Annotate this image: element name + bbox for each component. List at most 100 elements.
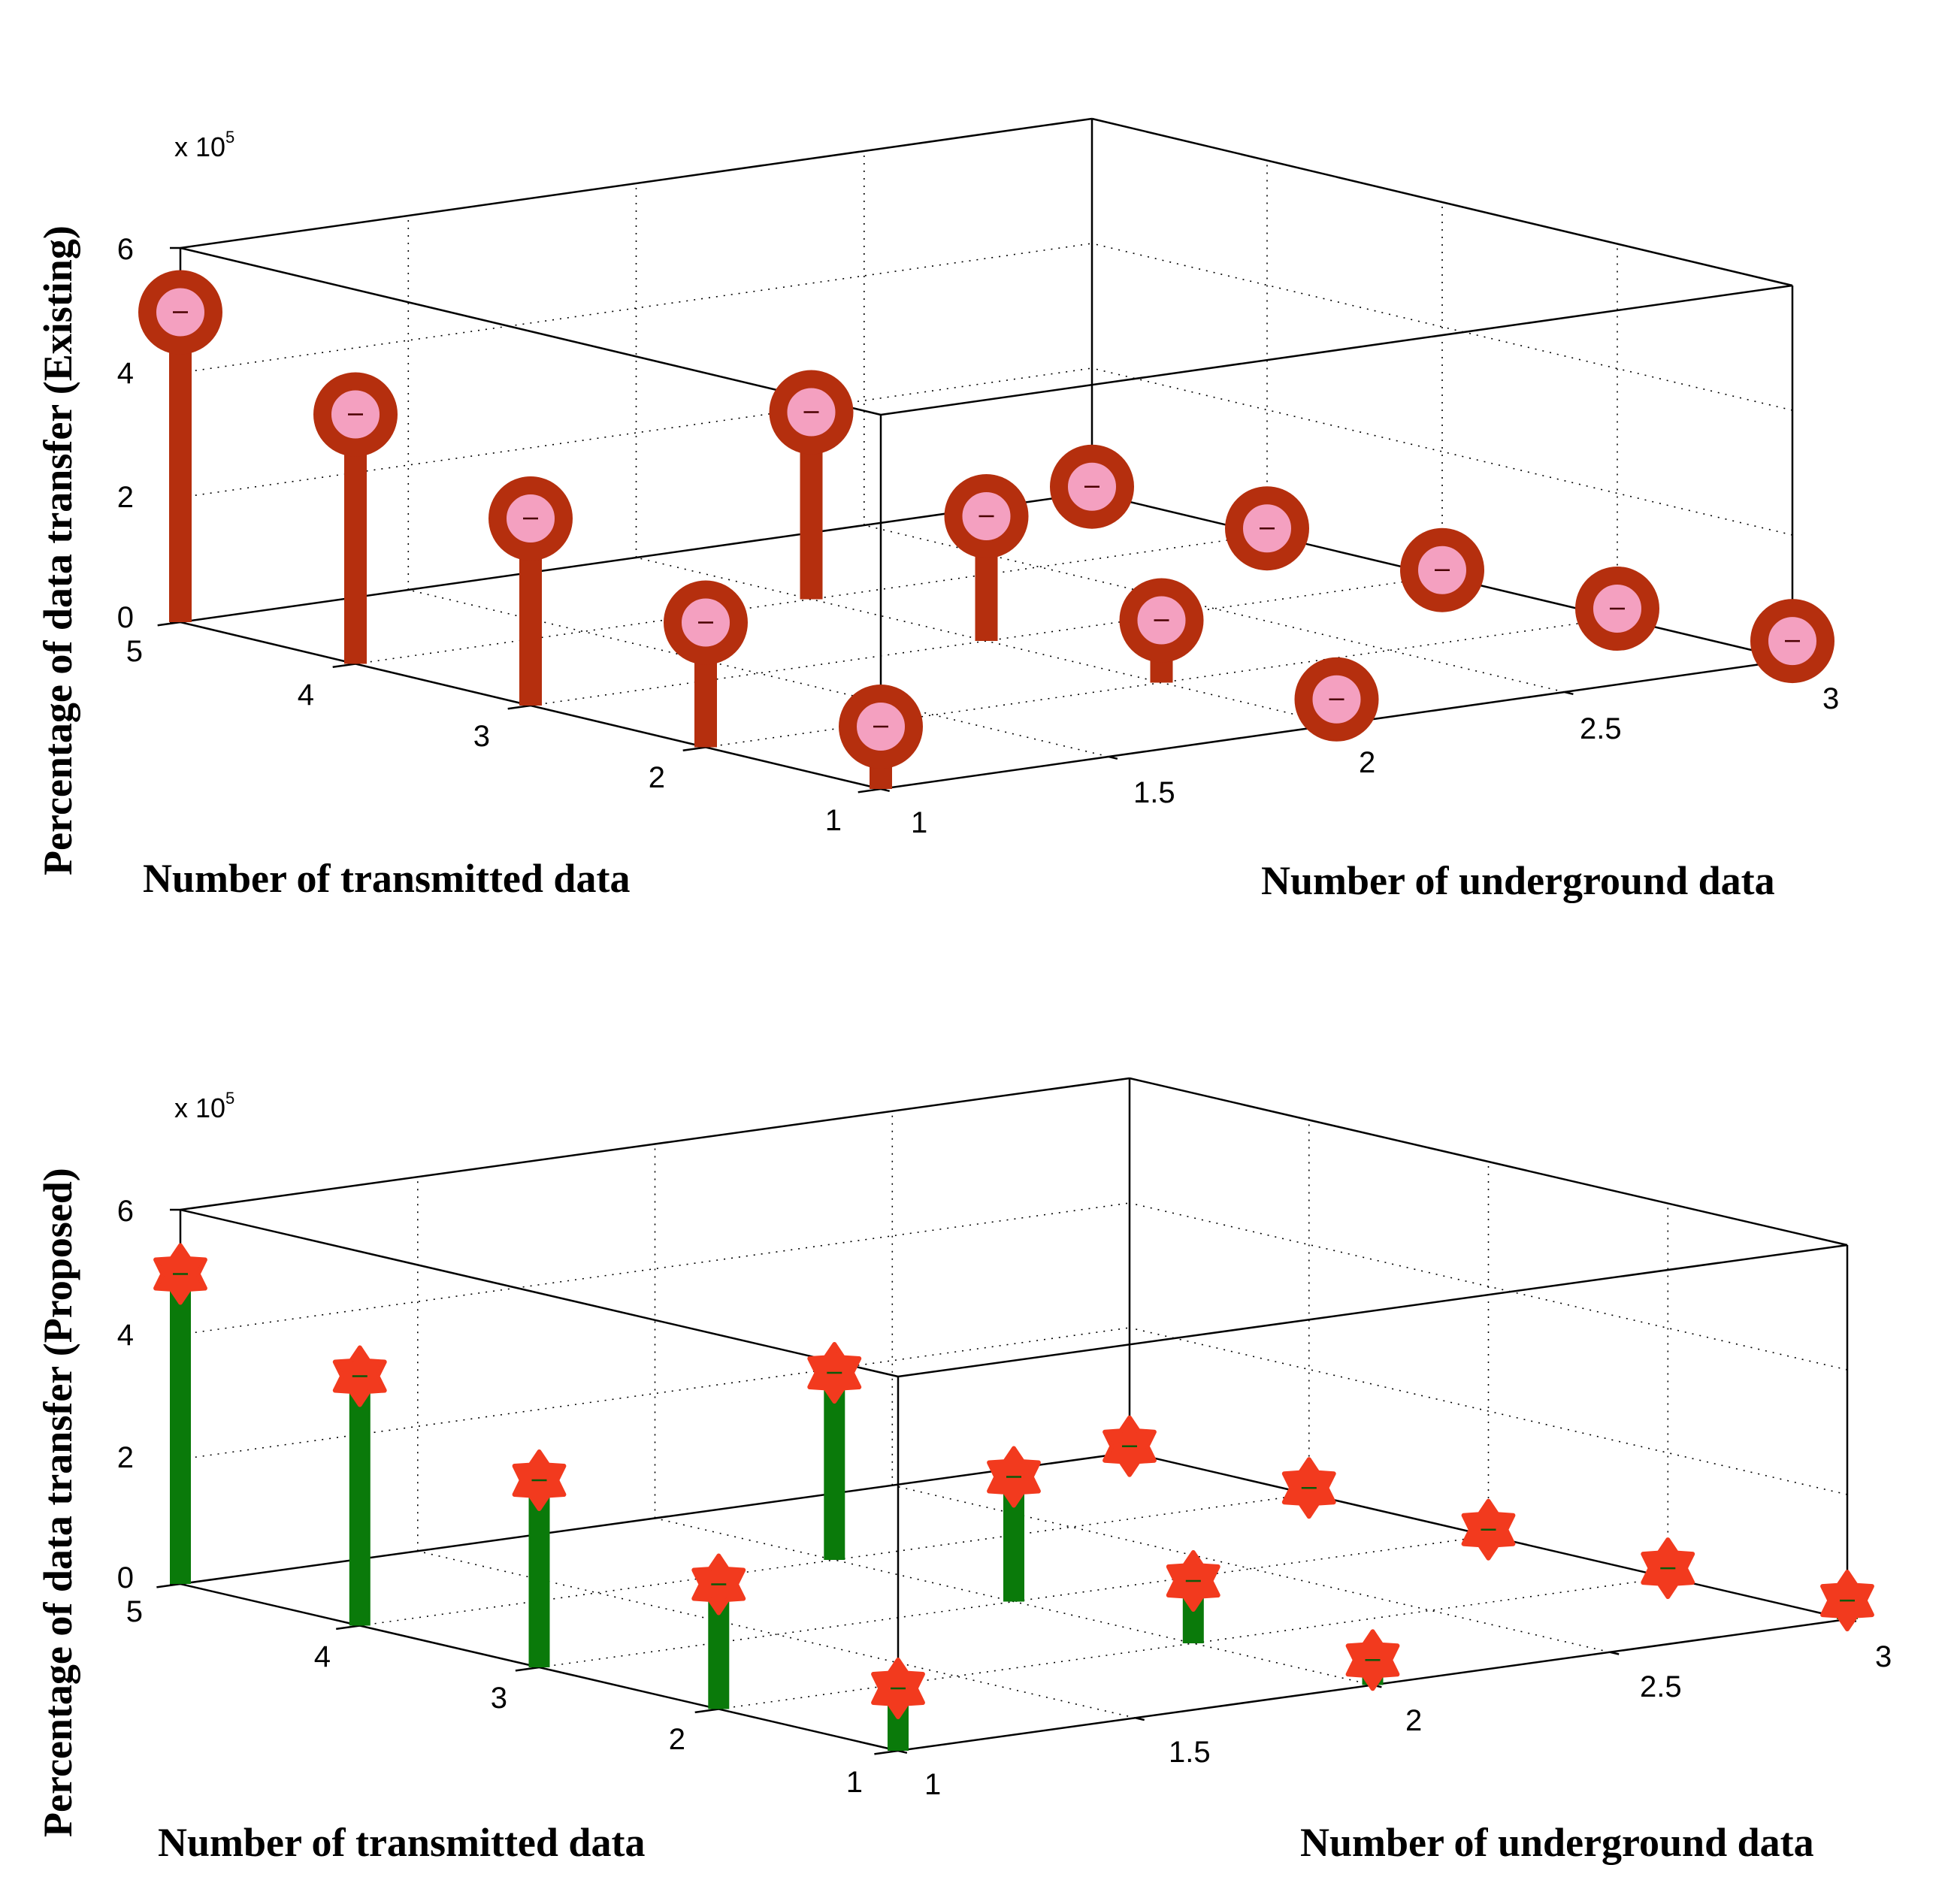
axis-edge [1091, 117, 1793, 287]
x-tick-2: 2 [649, 761, 665, 794]
grid-lines [180, 118, 1793, 790]
z-tick-2: 2 [117, 481, 134, 514]
z-tick-6: 6 [117, 233, 134, 266]
axis-edge [180, 1077, 1130, 1211]
y-axis-label: Number of underground data [1261, 858, 1775, 903]
stem-point [1166, 1550, 1220, 1643]
stem-point [1281, 1457, 1336, 1519]
stem-point [1345, 1629, 1400, 1691]
stem-point [807, 1342, 862, 1560]
z-exponent: x 105 [174, 1089, 234, 1123]
y-tick-3: 3 [1822, 682, 1839, 715]
y-tick-1-5: 1.5 [1133, 776, 1175, 809]
y-tick-2: 2 [1359, 746, 1375, 779]
z-axis-label: Percentage of data transfer (Proposed) [35, 1168, 80, 1837]
grid-line [892, 1485, 1611, 1653]
chart-existing: x 105 6 4 2 0 5 4 3 2 1 1 1.5 2 2.5 3 Nu… [35, 117, 1839, 903]
z-tick-2: 2 [117, 1441, 134, 1474]
x-tick-mark [682, 746, 706, 752]
z-tick-6: 6 [117, 1195, 134, 1228]
stems [138, 270, 1834, 789]
axes-frame [156, 1077, 1857, 1755]
grid-line [180, 1327, 1130, 1460]
grid-line [417, 1550, 1136, 1719]
x-tick-mark [874, 1749, 899, 1755]
grid-line [1129, 1202, 1848, 1371]
grid-line [530, 576, 1443, 706]
grid-line [355, 533, 1268, 665]
stem-point [1750, 599, 1834, 684]
stem-point [1820, 1570, 1874, 1632]
stem-point [769, 370, 854, 600]
x-axis-label: Number of transmitted data [158, 1820, 645, 1865]
x-tick-1: 1 [825, 804, 842, 837]
y-tick-2: 2 [1405, 1704, 1422, 1737]
y-tick-2-5: 2.5 [1640, 1670, 1682, 1703]
x-tick-3: 3 [473, 720, 490, 753]
x-tick-mark [332, 663, 356, 669]
x-tick-5: 5 [126, 635, 143, 668]
stem-point [944, 474, 1029, 641]
stem-point [512, 1449, 567, 1667]
grid-line [880, 659, 1793, 790]
stem-point [1225, 486, 1309, 571]
stem-point [664, 580, 748, 748]
grid-lines [180, 1078, 1848, 1752]
chart-proposed: x 105 6 4 2 0 5 4 3 2 1 1 1.5 2 2.5 3 Nu… [35, 1077, 1892, 1865]
grid-line [180, 118, 1093, 249]
stem-point [153, 1243, 207, 1584]
z-axis-label: Percentage of data transfer (Existing) [35, 225, 80, 875]
z-tick-0: 0 [117, 1561, 134, 1594]
y-tick-1-5: 1.5 [1169, 1736, 1211, 1769]
y-tick-3: 3 [1875, 1640, 1892, 1673]
y-tick-2-5: 2.5 [1580, 712, 1622, 745]
grid-line [408, 589, 1109, 757]
axis-edge [180, 246, 882, 416]
y-tick-mark [1610, 1651, 1620, 1655]
grid-line [705, 617, 1618, 748]
grid-line [180, 367, 1093, 498]
grid-line [1091, 243, 1793, 411]
z-tick-4: 4 [117, 1319, 134, 1352]
stem-point [1641, 1537, 1695, 1600]
grid-line [180, 492, 1093, 623]
stem-point [1102, 1415, 1157, 1477]
x-tick-1: 1 [846, 1766, 863, 1799]
x-tick-mark [694, 1708, 719, 1714]
axes-frame [157, 117, 1801, 793]
stem-point [871, 1658, 925, 1751]
x-tick-4: 4 [314, 1640, 331, 1673]
stems [153, 1243, 1874, 1751]
stem-point [1575, 567, 1659, 651]
axis-edge [180, 1208, 899, 1378]
stem-point [1050, 444, 1134, 529]
x-tick-2: 2 [669, 1723, 685, 1756]
stem-point [987, 1446, 1041, 1602]
x-axis-label: Number of transmitted data [143, 856, 630, 901]
grid-line [180, 243, 1093, 373]
x-tick-3: 3 [491, 1682, 507, 1715]
grid-line [1129, 1327, 1848, 1495]
grid-line [1129, 1078, 1848, 1246]
axis-edge [880, 284, 1793, 416]
z-tick-4: 4 [117, 357, 134, 390]
z-tick-0: 0 [117, 601, 134, 634]
y-tick-1: 1 [911, 806, 927, 839]
stem-point [1294, 657, 1379, 742]
x-tick-mark [858, 787, 882, 793]
stem-point [138, 270, 222, 622]
x-tick-mark [507, 704, 531, 710]
stem-point [1400, 527, 1484, 612]
stem-point [691, 1553, 746, 1709]
stem-point [1119, 578, 1204, 683]
axis-edge [897, 1244, 1848, 1378]
z-exponent: x 105 [174, 128, 234, 162]
y-tick-mark [1109, 755, 1118, 760]
x-tick-4: 4 [298, 679, 314, 712]
stem-point [1461, 1498, 1516, 1561]
stem-point [488, 476, 573, 706]
stem-point [313, 372, 398, 664]
x-tick-mark [515, 1666, 540, 1672]
stem-point [839, 685, 923, 789]
